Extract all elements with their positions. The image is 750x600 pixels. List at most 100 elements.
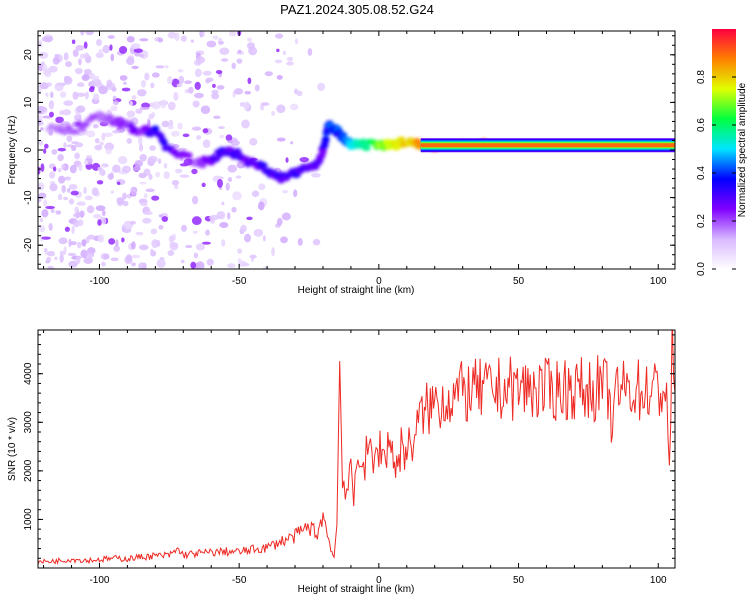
spectrogram-speckle [39,218,43,223]
spectrogram-speckle [106,79,113,88]
spectrogram-speckle [73,212,82,218]
spectrogram-speckle [147,155,158,163]
spectrogram-speckle [122,81,127,85]
spectrogram-speckle [177,147,187,151]
spectrogram-speckle [158,214,163,218]
spectrogram-speckle [151,239,159,249]
spectrogram-speckle [84,52,89,59]
spectrogram-speckle [99,141,104,146]
spectrogram-speckle [72,91,79,100]
spectrogram-speckle [200,105,211,115]
spectrogram-speckle [307,48,313,56]
spectrogram-speckle [205,77,214,82]
spectrogram-speckle [68,260,78,268]
spectrogram-speckle [58,237,68,245]
spectrogram-speckle [244,233,252,243]
spectrogram-speckle [48,223,53,231]
spectrogram-speckle [63,76,73,85]
spectrogram-speckle [98,85,108,95]
spectrogram-speckle [126,57,135,65]
snr-y-label: SNR (10 * v/v) [7,417,18,481]
spectrogram-speckle [219,221,229,228]
spectrogram-speckle [276,48,280,53]
spectrogram-x-tick-label: -50 [232,276,247,287]
spectrogram-speckle [180,224,188,232]
spectrogram-speckle [110,105,118,112]
spectrogram-speckle [38,121,44,126]
spectrogram-speckle [80,211,84,219]
spectrogram-ridge-blob [160,139,169,146]
spectrogram-speckle [293,189,298,198]
spectrogram-speckle [68,238,72,248]
spectrogram-speckle [147,119,151,126]
spectrogram-speckle [52,56,60,65]
spectrogram-speckle [122,192,127,200]
spectrogram-speckle [107,35,115,39]
spectrogram-speckle [260,102,270,106]
spectrogram-speckle [103,132,113,137]
spectrogram-speckle [55,116,64,124]
spectrogram-speckle [157,37,164,43]
spectrogram-speckle [168,235,175,243]
spectrogram-y-tick-label: 10 [23,96,34,108]
spectrogram-speckle [161,120,170,128]
spectrogram-speckle [72,49,79,58]
spectrogram-speckle [38,40,43,48]
spectrogram-speckle [144,72,150,81]
spectrogram-speckle [55,210,62,215]
spectrogram-speckle [78,163,83,172]
spectrogram-speckle [101,261,106,267]
spectrogram-speckle [150,228,158,235]
spectrogram-speckle [225,182,230,191]
snr-panel: -100 -50 0 50 100 1000 2000 3000 4000 Height of… [7,329,676,595]
spectrogram-speckle [220,58,229,62]
spectrogram-speckle [274,59,283,64]
snr-x-tick-label: -50 [232,575,247,586]
spectrogram-y-ticks: -20 -10 0 10 20 [23,35,675,265]
spectrogram-speckle [173,91,179,101]
spectrogram-speckle [38,139,44,146]
spectrogram-speckle [87,234,95,240]
spectrogram-speckle [243,101,251,111]
spectrogram-speckle [193,92,204,99]
spectrogram-speckle [76,201,86,206]
spectrogram-speckle [74,152,81,160]
spectrogram-speckle [218,41,225,45]
spectrogram-speckle [69,164,77,174]
spectrogram-speckle [66,135,73,143]
spectrogram-speckle [117,156,128,165]
spectrogram-ridge-blob [318,148,327,155]
spectrogram-speckle [191,168,198,175]
spectrogram-speckle [103,253,110,260]
spectrogram-speckle [61,109,72,116]
spectrogram-speckle [167,101,176,111]
spectrogram-speckle [236,161,246,169]
spectrogram-y-tick-label: 0 [23,147,34,153]
spectrogram-speckle [240,224,247,233]
spectrogram-speckle [57,168,62,173]
spectrogram-speckle [45,260,50,264]
spectrogram-speckle [285,157,289,163]
spectrogram-speckle [227,140,233,144]
spectrogram-speckle [271,247,275,257]
spectrogram-speckle [101,132,106,141]
spectrogram-speckle [112,100,119,106]
spectrogram-speckle [317,82,326,92]
spectrogram-speckle [43,148,47,154]
spectrogram-speckle [58,175,66,184]
spectrogram-speckle [65,61,72,68]
spectrogram-speckle [97,166,103,171]
spectrogram-speckle [139,153,147,162]
spectrogram-speckle [112,95,117,100]
spectrogram-speckle [112,164,121,173]
spectrogram-ridge-blob [321,136,330,143]
spectrogram-speckle [227,177,233,182]
spectrogram-speckle [86,130,96,138]
spectrogram-x-ticks: -100 -50 0 50 100 [43,31,667,287]
spectrogram-speckle [80,31,85,36]
snr-x-label: Height of straight line (km) [298,584,415,595]
spectrogram-speckle [135,108,143,114]
spectrogram-speckle [95,205,106,212]
spectrogram-speckle [108,238,116,245]
spectrogram-speckle [50,91,54,99]
